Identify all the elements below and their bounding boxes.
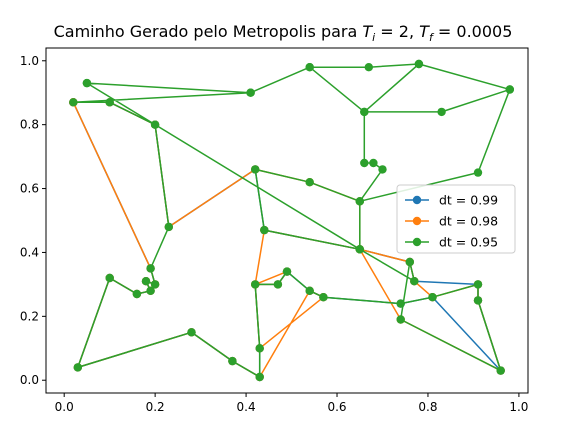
series-2-point-37 xyxy=(319,293,328,302)
series-2-point-52 xyxy=(82,78,92,88)
series-2-point-40 xyxy=(473,280,483,289)
series-2-point-47 xyxy=(355,197,364,206)
series-2-point-19 xyxy=(105,98,114,107)
series-2-point-42 xyxy=(496,366,505,375)
series-2-point-26 xyxy=(132,289,142,299)
x-tick-label-4: 0.8 xyxy=(418,400,437,414)
x-tick-label-2: 0.4 xyxy=(237,400,256,414)
series-2-point-36 xyxy=(305,286,314,295)
y-axis: 0.0 0.2 0.4 0.6 0.8 1.0 xyxy=(20,54,46,387)
y-tick-label-3: 0.6 xyxy=(20,182,39,196)
series-2-point-39 xyxy=(428,293,437,302)
series-2-point-10 xyxy=(378,165,387,174)
legend-label-1: dt = 0.98 xyxy=(439,214,498,229)
series-2-point-15 xyxy=(360,107,369,117)
series-2-point-13 xyxy=(505,85,514,94)
series-layer xyxy=(69,59,514,382)
series-2-point-30 xyxy=(228,356,237,366)
chart-title-eq-f: = 0.0005 xyxy=(433,22,513,41)
series-2-point-38 xyxy=(396,299,405,308)
series-2-point-24 xyxy=(141,277,151,286)
x-tick-label-1: 0.2 xyxy=(146,400,165,414)
chart-title-eq-i: = 2, xyxy=(375,22,419,41)
x-axis: 0.0 0.2 0.4 0.6 0.8 1.0 xyxy=(55,393,528,414)
series-2-point-23 xyxy=(150,280,160,289)
series-2-point-16 xyxy=(305,62,314,72)
series-2-point-14 xyxy=(414,59,424,69)
series-2-point-8 xyxy=(360,158,369,168)
legend-marker-2 xyxy=(412,237,422,247)
chart-title-sub-f: f xyxy=(429,31,435,44)
series-2-point-27 xyxy=(105,273,114,283)
legend-marker-0 xyxy=(412,195,422,205)
legend-label-0: dt = 0.99 xyxy=(439,193,498,208)
series-2-point-22 xyxy=(146,264,155,273)
y-tick-label-2: 0.4 xyxy=(20,245,39,259)
chart-title: Caminho Gerado pelo Metropolis para Ti =… xyxy=(54,22,513,44)
series-2-point-41 xyxy=(473,296,483,305)
series-2-point-50 xyxy=(260,225,269,235)
series-2-point-3 xyxy=(364,62,373,72)
y-tick-label-5: 1.0 xyxy=(20,54,39,68)
x-tick-label-3: 0.6 xyxy=(327,400,346,414)
series-2-point-43 xyxy=(396,315,405,324)
legend-item-0: dt = 0.99 xyxy=(405,193,498,208)
series-2-point-28 xyxy=(73,363,83,372)
series-2-point-6 xyxy=(437,107,446,117)
legend-box xyxy=(396,184,516,254)
series-2-point-29 xyxy=(187,328,196,337)
chart-title-sub-i: i xyxy=(372,31,375,44)
chart-title-var-i: T xyxy=(362,22,373,41)
y-tick-label-0: 0.0 xyxy=(20,373,39,387)
legend-item-2: dt = 0.95 xyxy=(405,235,498,250)
series-2-point-51 xyxy=(355,245,364,254)
x-tick-label-5: 1.0 xyxy=(509,400,528,414)
chart-title-var-f: T xyxy=(419,22,430,41)
series-2-point-31 xyxy=(255,372,264,382)
chart-title-prefix: Caminho Gerado pelo Metropolis para xyxy=(54,22,363,41)
series-2-point-34 xyxy=(273,280,283,289)
x-tick-label-0: 0.0 xyxy=(55,400,74,414)
plot-frame xyxy=(45,47,529,394)
legend-label-2: dt = 0.95 xyxy=(439,235,498,250)
series-2-point-20 xyxy=(150,120,160,129)
series-2-point-35 xyxy=(282,267,292,276)
legend: dt = 0.99 dt = 0.98 dt = 0.95 xyxy=(396,184,516,254)
series-2-point-12 xyxy=(473,168,483,177)
y-tick-label-1: 0.2 xyxy=(20,309,39,323)
series-2 xyxy=(69,59,514,382)
series-2-point-49 xyxy=(251,165,260,174)
series-2-point-21 xyxy=(164,222,173,232)
series-2-point-33 xyxy=(251,280,260,289)
series-2-point-9 xyxy=(369,158,378,168)
series-2-point-45 xyxy=(410,277,419,286)
series-2-point-44 xyxy=(405,257,414,267)
legend-item-1: dt = 0.98 xyxy=(405,214,498,229)
series-2-point-25 xyxy=(146,286,155,295)
series-2-point-32 xyxy=(255,344,264,353)
y-tick-label-4: 0.8 xyxy=(20,118,39,132)
series-2-point-18 xyxy=(69,98,78,107)
series-2-point-17 xyxy=(246,88,255,97)
legend-marker-1 xyxy=(412,216,422,226)
series-2-point-48 xyxy=(305,178,314,187)
